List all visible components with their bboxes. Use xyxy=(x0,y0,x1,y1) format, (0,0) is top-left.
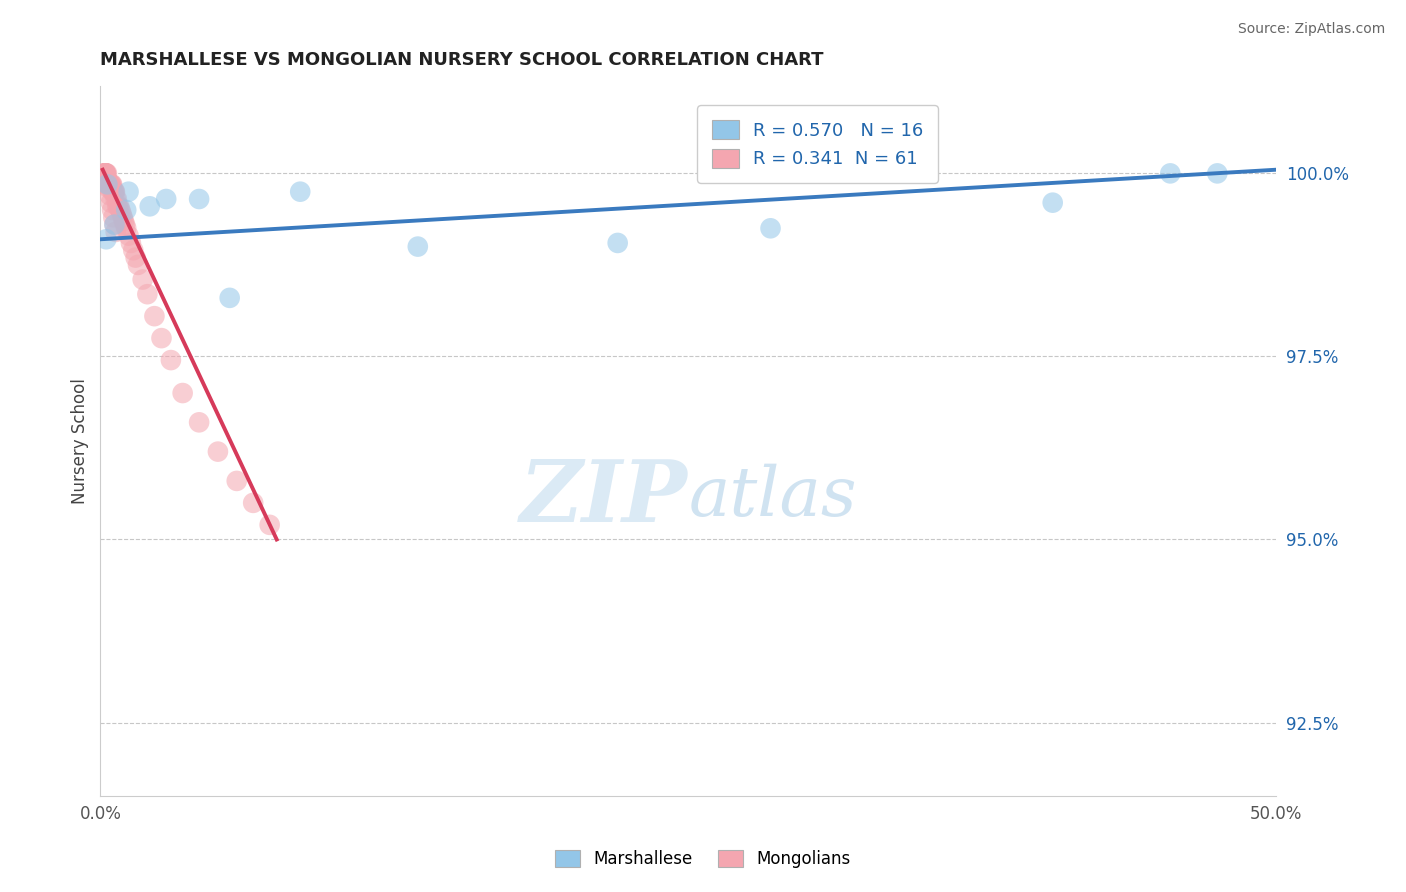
Point xyxy=(97,178,120,192)
Point xyxy=(131,272,153,286)
Point xyxy=(115,221,138,235)
Point xyxy=(111,211,134,225)
Point xyxy=(98,178,121,192)
Point xyxy=(93,166,115,180)
Point xyxy=(94,166,117,180)
Point xyxy=(103,185,125,199)
Point xyxy=(117,228,139,243)
Point xyxy=(94,166,117,180)
Point xyxy=(94,166,117,180)
Point xyxy=(94,178,117,192)
Point xyxy=(225,474,247,488)
Point xyxy=(100,178,122,192)
Point xyxy=(155,192,177,206)
Point xyxy=(100,195,122,210)
Text: atlas: atlas xyxy=(688,464,856,531)
Point xyxy=(104,185,127,199)
Point xyxy=(124,251,146,265)
Point xyxy=(127,258,149,272)
Point xyxy=(96,166,118,180)
Point xyxy=(115,202,138,217)
Point xyxy=(94,166,117,180)
Point xyxy=(101,185,124,199)
Point xyxy=(100,178,122,192)
Point xyxy=(96,166,118,180)
Point xyxy=(98,188,121,202)
Point xyxy=(259,517,281,532)
Point xyxy=(1042,195,1064,210)
Point xyxy=(1206,166,1229,180)
Y-axis label: Nursery School: Nursery School xyxy=(72,377,89,504)
Point xyxy=(150,331,173,345)
Point xyxy=(105,192,128,206)
Point xyxy=(242,496,264,510)
Point xyxy=(103,218,125,232)
Point xyxy=(1159,166,1181,180)
Point xyxy=(188,192,211,206)
Point xyxy=(104,225,127,239)
Point xyxy=(759,221,782,235)
Point xyxy=(98,178,121,192)
Point xyxy=(96,178,118,192)
Point xyxy=(96,174,118,188)
Point xyxy=(122,244,145,258)
Point xyxy=(103,185,125,199)
Point xyxy=(93,166,115,180)
Point xyxy=(103,185,125,199)
Point xyxy=(101,202,124,217)
Point xyxy=(218,291,240,305)
Point xyxy=(290,185,312,199)
Point xyxy=(107,199,129,213)
Point xyxy=(96,232,118,246)
Text: MARSHALLESE VS MONGOLIAN NURSERY SCHOOL CORRELATION CHART: MARSHALLESE VS MONGOLIAN NURSERY SCHOOL … xyxy=(100,51,824,69)
Point xyxy=(103,211,125,225)
Point xyxy=(120,235,142,250)
Legend: Marshallese, Mongolians: Marshallese, Mongolians xyxy=(548,843,858,875)
Point xyxy=(160,353,183,368)
Point xyxy=(110,202,132,217)
Point xyxy=(606,235,628,250)
Point xyxy=(136,287,159,301)
Point xyxy=(96,174,118,188)
Point xyxy=(105,199,128,213)
Point xyxy=(188,415,211,429)
Point xyxy=(117,185,139,199)
Point xyxy=(97,181,120,195)
Point xyxy=(207,444,229,458)
Point xyxy=(101,178,124,192)
Point xyxy=(143,309,166,323)
Legend: R = 0.570   N = 16, R = 0.341  N = 61: R = 0.570 N = 16, R = 0.341 N = 61 xyxy=(697,105,938,183)
Point xyxy=(94,166,117,180)
Point xyxy=(94,166,117,180)
Point xyxy=(103,218,125,232)
Point xyxy=(112,214,135,228)
Text: ZIP: ZIP xyxy=(520,456,688,539)
Point xyxy=(97,178,120,192)
Point xyxy=(172,386,194,401)
Point xyxy=(104,192,127,206)
Point xyxy=(108,199,131,213)
Point xyxy=(406,239,429,253)
Point xyxy=(98,178,121,192)
Point xyxy=(110,207,132,221)
Point xyxy=(94,166,117,180)
Text: Source: ZipAtlas.com: Source: ZipAtlas.com xyxy=(1237,22,1385,37)
Point xyxy=(114,218,136,232)
Point xyxy=(138,199,160,213)
